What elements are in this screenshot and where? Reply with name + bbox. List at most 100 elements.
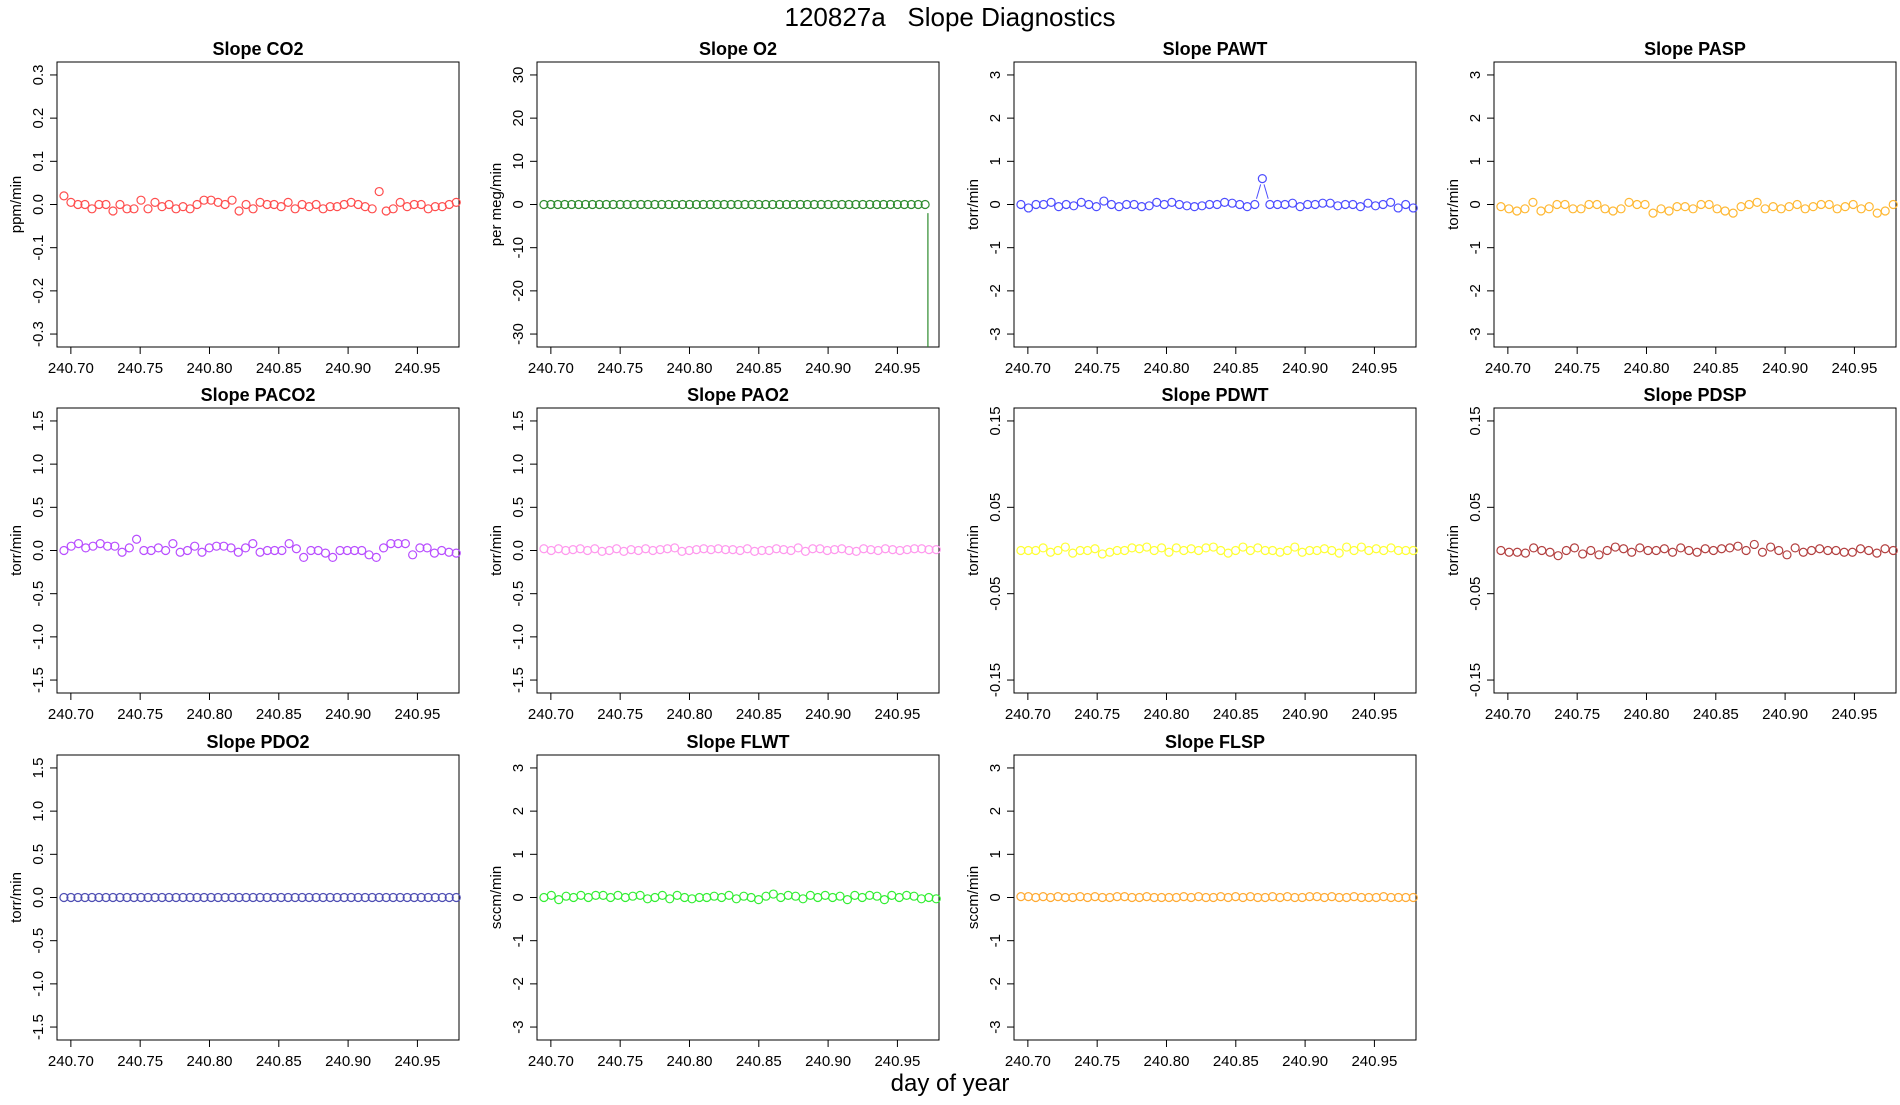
plot-frame-slope-pdsp — [1493, 407, 1897, 694]
data-point-slope-pasp-1 — [1504, 204, 1514, 214]
data-point-slope-paco2-39 — [342, 545, 352, 556]
data-point-slope-flsp-28 — [1223, 892, 1233, 903]
data-point-slope-flsp-19 — [1156, 892, 1167, 903]
data-point-slope-pao2-16 — [655, 545, 665, 555]
data-point-slope-paco2-29 — [270, 545, 280, 556]
y-axis-label-slope-flsp: sccm/min — [965, 866, 982, 929]
data-point-slope-pasp-8 — [1560, 199, 1570, 210]
data-point-slope-co2-53 — [430, 202, 440, 212]
data-point-slope-pdsp-24 — [1692, 547, 1702, 557]
plot-frame-slope-paco2 — [56, 407, 460, 694]
data-point-slope-pdsp-17 — [1635, 543, 1645, 553]
y-tick-label-slope-o2-3: 0 — [510, 200, 527, 208]
x-tick-label-slope-flsp-2: 240.80 — [1144, 1053, 1190, 1070]
x-tick-label-slope-pasp-4: 240.90 — [1762, 360, 1808, 377]
data-point-slope-pdsp-43 — [1847, 547, 1857, 557]
data-point-slope-o2-20 — [677, 199, 688, 210]
data-point-slope-flwt-39 — [828, 892, 838, 903]
data-point-slope-co2-2 — [73, 199, 83, 210]
data-point-slope-pdwt-48 — [1371, 544, 1381, 554]
data-point-slope-flwt-12 — [628, 891, 638, 901]
data-point-slope-pao2-26 — [728, 545, 738, 555]
data-point-slope-o2-30 — [747, 199, 757, 210]
data-point-slope-pdwt-1 — [1023, 545, 1033, 556]
x-tick-label-slope-pdsp-5: 240.95 — [1831, 706, 1877, 723]
data-point-slope-flsp-45 — [1349, 892, 1359, 902]
data-point-slope-pasp-30 — [1736, 202, 1746, 212]
data-point-slope-pao2-12 — [626, 545, 636, 555]
data-point-slope-pdo2-56 — [451, 892, 461, 903]
data-point-slope-pao2-23 — [706, 545, 716, 555]
data-point-slope-o2-34 — [774, 199, 785, 210]
x-tick-label-slope-flwt-1: 240.75 — [597, 1053, 643, 1070]
data-point-slope-o2-31 — [754, 199, 764, 210]
y-tick-label-slope-flsp-6: 3 — [987, 764, 1004, 772]
data-point-slope-pao2-30 — [757, 545, 767, 556]
data-point-slope-flwt-49 — [902, 890, 912, 900]
data-point-slope-pdo2-39 — [332, 892, 342, 903]
data-point-slope-pasp-20 — [1656, 204, 1666, 214]
data-point-slope-pdo2-44 — [367, 892, 377, 903]
data-point-slope-pasp-2 — [1512, 206, 1522, 216]
data-point-slope-flsp-13 — [1112, 892, 1122, 902]
x-tick-label-slope-paco2-3: 240.85 — [256, 706, 302, 723]
data-point-slope-pawt-51 — [1401, 199, 1411, 210]
data-point-slope-o2-52 — [899, 199, 909, 210]
data-point-slope-flwt-37 — [813, 892, 823, 903]
data-point-slope-pawt-13 — [1114, 202, 1124, 212]
data-point-slope-flsp-10 — [1090, 892, 1100, 902]
data-point-slope-paco2-21 — [211, 541, 222, 551]
y-tick-label-slope-o2-0: -30 — [510, 323, 527, 345]
data-point-slope-flsp-14 — [1119, 892, 1130, 902]
data-point-slope-flsp-18 — [1149, 892, 1159, 903]
data-point-slope-pdwt-28 — [1223, 548, 1233, 558]
y-tick-label-slope-pdsp-1: -0.05 — [1467, 577, 1484, 611]
data-point-slope-pdsp-22 — [1676, 543, 1686, 553]
panel-slope-pdo2: Slope PDO2 240.70 240.75 240.80 240.85 240.90… — [8, 732, 461, 1070]
data-point-slope-pao2-51 — [909, 544, 920, 554]
y-tick-label-slope-pdo2-1: -1.0 — [30, 971, 47, 997]
data-point-slope-pasp-33 — [1760, 204, 1770, 214]
y-tick-label-slope-pao2-6: 1.5 — [510, 411, 527, 432]
data-point-slope-pawt-40 — [1318, 198, 1328, 208]
data-point-slope-flwt-32 — [776, 892, 786, 903]
data-point-slope-pawt-25 — [1204, 199, 1215, 210]
data-point-slope-pdo2-54 — [437, 892, 447, 903]
data-point-slope-o2-38 — [802, 199, 812, 210]
data-point-slope-flwt-38 — [820, 890, 830, 900]
data-point-slope-pdsp-25 — [1700, 544, 1710, 554]
data-point-slope-pao2-25 — [720, 545, 731, 555]
data-point-slope-paco2-41 — [357, 545, 367, 556]
data-point-slope-pawt-2 — [1031, 199, 1041, 210]
x-tick-label-slope-co2-3: 240.85 — [256, 360, 302, 377]
data-point-slope-pao2-50 — [902, 545, 912, 555]
y-tick-label-slope-pdsp-0: -0.15 — [1467, 663, 1484, 697]
data-point-slope-pawt-32 — [1257, 173, 1267, 184]
data-point-slope-o2-26 — [719, 199, 729, 210]
data-point-slope-paco2-54 — [451, 548, 461, 558]
data-point-slope-co2-31 — [276, 202, 286, 212]
data-point-slope-pdsp-27 — [1716, 544, 1727, 554]
data-point-slope-pawt-48 — [1378, 199, 1388, 210]
data-point-slope-pawt-46 — [1363, 198, 1373, 208]
data-point-slope-pdwt-50 — [1386, 543, 1396, 553]
y-tick-label-slope-flwt-1: -2 — [510, 977, 527, 990]
data-point-slope-flwt-1 — [546, 890, 556, 900]
data-point-slope-flsp-16 — [1134, 892, 1144, 903]
data-point-slope-pasp-18 — [1640, 199, 1650, 210]
data-point-slope-co2-10 — [129, 204, 139, 214]
data-point-slope-pawt-8 — [1076, 197, 1086, 207]
data-point-slope-co2-26 — [241, 199, 251, 210]
data-point-slope-flsp-8 — [1075, 892, 1085, 902]
data-point-slope-pawt-20 — [1167, 197, 1177, 207]
data-point-slope-pawt-6 — [1061, 199, 1071, 210]
data-point-slope-pdwt-41 — [1319, 544, 1330, 554]
data-point-slope-paco2-40 — [349, 545, 360, 556]
y-tick-label-slope-o2-5: 20 — [510, 110, 527, 127]
y-tick-label-slope-flwt-0: -3 — [510, 1020, 527, 1033]
data-point-slope-o2-17 — [657, 199, 667, 210]
data-point-slope-pdsp-31 — [1749, 539, 1759, 550]
data-point-slope-pawt-29 — [1235, 199, 1245, 210]
data-point-slope-pawt-37 — [1295, 202, 1305, 212]
data-point-slope-o2-29 — [740, 199, 750, 210]
